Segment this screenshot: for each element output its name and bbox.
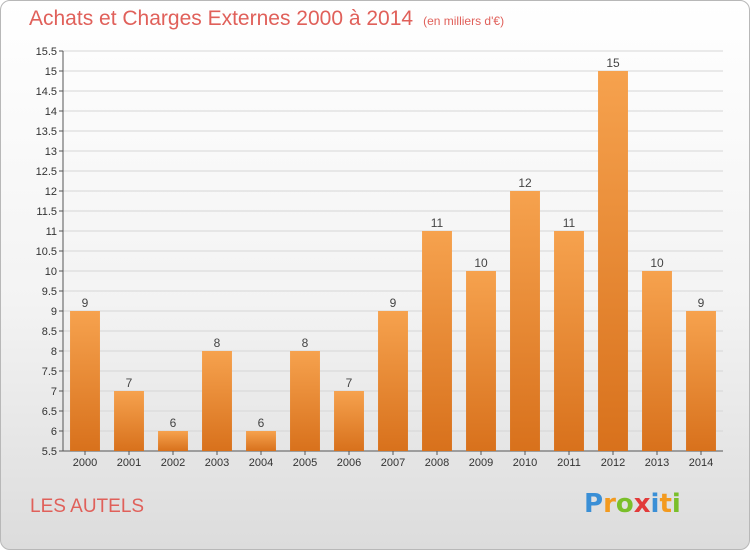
- bar-2009: [466, 271, 496, 451]
- logo-letter: P: [584, 489, 604, 519]
- y-tick-label: 8: [51, 346, 57, 358]
- bar-value-label: 11: [563, 216, 576, 230]
- y-tick-label: 11: [46, 226, 57, 238]
- bar-2008: [422, 231, 452, 451]
- bar-value-label: 9: [390, 296, 397, 310]
- logo-letter: x: [633, 489, 651, 519]
- chart-unit: (en milliers d'€): [423, 14, 505, 28]
- x-tick-label: 2004: [249, 457, 273, 469]
- bar-value-label: 6: [170, 416, 177, 430]
- x-tick-label: 2010: [513, 457, 537, 469]
- y-tick-label: 15.5: [36, 46, 57, 58]
- bar-value-label: 11: [431, 216, 444, 230]
- x-tick-label: 2013: [645, 457, 669, 469]
- bar-2004: [246, 431, 276, 451]
- y-tick-label: 12: [45, 186, 57, 198]
- logo-letter: t: [659, 489, 672, 519]
- y-tick-label: 10: [45, 266, 57, 278]
- y-tick-label: 9: [51, 306, 57, 318]
- bar-2006: [334, 391, 364, 451]
- y-tick-label: 12.5: [36, 166, 57, 178]
- logo-letter: i: [650, 489, 660, 519]
- bar-value-label: 7: [346, 376, 353, 390]
- y-tick-label: 14.5: [36, 86, 57, 98]
- bar-value-label: 12: [518, 176, 532, 190]
- x-tick-label: 2011: [557, 457, 581, 469]
- y-tick-label: 6: [51, 426, 57, 438]
- y-tick-label: 6.5: [42, 406, 57, 418]
- x-tick-label: 2012: [601, 457, 625, 469]
- logo-letter: o: [615, 489, 634, 519]
- y-tick-label: 15: [45, 66, 57, 78]
- x-tick-label: 2005: [293, 457, 317, 469]
- bar-2012: [598, 71, 628, 451]
- y-tick-label: 7.5: [42, 366, 57, 378]
- bars: [70, 71, 716, 451]
- x-tick-label: 2009: [469, 457, 493, 469]
- chart-title: Achats et Charges Externes 2000 à 2014 (e…: [29, 7, 504, 31]
- y-tick-label: 7: [51, 386, 57, 398]
- y-tick-label: 8.5: [42, 326, 57, 338]
- x-tick-label: 2002: [161, 457, 185, 469]
- bar-value-label: 10: [650, 256, 664, 270]
- bar-2003: [202, 351, 232, 451]
- bar-value-label: 9: [82, 296, 89, 310]
- bar-value-label: 8: [214, 336, 221, 350]
- bar-value-label: 8: [302, 336, 309, 350]
- y-tick-label: 11.5: [36, 206, 57, 218]
- bar-value-label: 6: [258, 416, 265, 430]
- x-tick-label: 2000: [73, 457, 97, 469]
- bar-value-label: 7: [126, 376, 133, 390]
- bar-2007: [378, 311, 408, 451]
- bar-value-label: 15: [606, 56, 620, 70]
- bar-2000: [70, 311, 100, 451]
- y-tick-label: 13: [45, 146, 57, 158]
- bar-value-label: 9: [698, 296, 705, 310]
- bar-2005: [290, 351, 320, 451]
- x-tick-label: 2008: [425, 457, 449, 469]
- y-tick-label: 14: [45, 106, 57, 118]
- bar-value-label: 10: [474, 256, 488, 270]
- bar-2013: [642, 271, 672, 451]
- axes: 5.5 6 6.5 7 7.5 8 8.5 9 9.5 10 10.5 11 11.5 12 12.5 13 1…: [36, 46, 723, 469]
- y-tick-label: 9.5: [42, 286, 57, 298]
- bar-2002: [158, 431, 188, 451]
- labels: 9 7 6 8 6 8 7 9 11 10 12 11 15 10 9: [82, 56, 705, 430]
- x-tick-label: 2001: [117, 457, 141, 469]
- y-tick-label: 5.5: [42, 446, 57, 458]
- x-tick-label: 2007: [381, 457, 405, 469]
- bar-2001: [114, 391, 144, 451]
- commune-name: LES AUTELS: [30, 496, 145, 517]
- bar-2010: [510, 191, 540, 451]
- proxiti-logo[interactable]: Proxiti: [584, 489, 681, 519]
- logo-letter: r: [603, 489, 616, 519]
- title-text: Achats et Charges Externes 2000 à 2014: [29, 7, 414, 30]
- logo-letter: i: [671, 489, 681, 519]
- bar-2014: [686, 311, 716, 451]
- x-tick-label: 2006: [337, 457, 361, 469]
- x-tick-label: 2003: [205, 457, 229, 469]
- y-tick-label: 13.5: [36, 126, 57, 138]
- bar-2011: [554, 231, 584, 451]
- y-tick-label: 10.5: [36, 246, 57, 258]
- x-tick-label: 2014: [689, 457, 713, 469]
